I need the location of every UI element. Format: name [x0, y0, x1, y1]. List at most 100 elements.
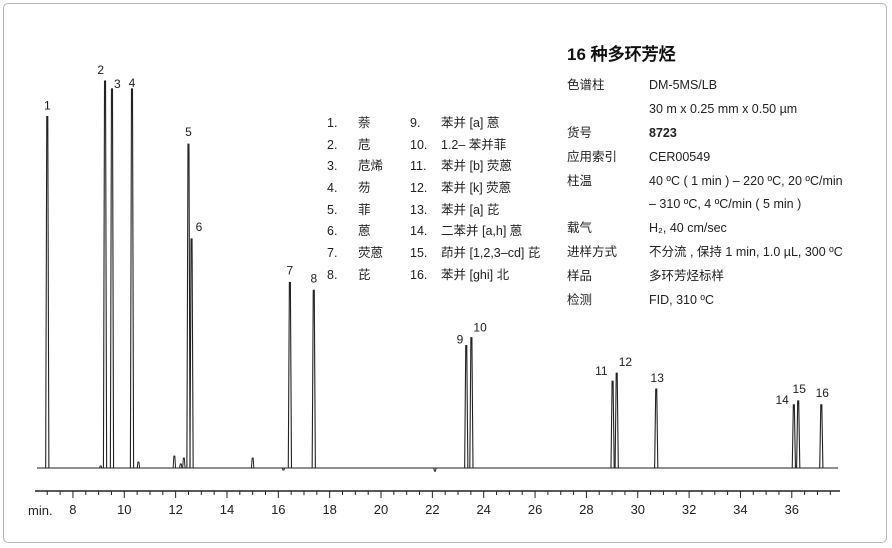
- compound-number: 9.: [410, 116, 421, 130]
- compound-number: 4.: [327, 181, 338, 196]
- tick-label: 24: [476, 502, 490, 517]
- minor-peak: [179, 463, 183, 469]
- peak-label-11: 11: [595, 364, 608, 378]
- info-label: 检测: [567, 293, 593, 308]
- info-value: 40 ºC ( 1 min ) – 220 ºC, 20 ºC/min: [649, 173, 843, 188]
- tick-label: 12: [168, 502, 182, 517]
- tick-label: 22: [425, 502, 439, 517]
- info-row: 柱温 40 ºC ( 1 min ) – 220 ºC, 20 ºC/min: [567, 170, 877, 194]
- method-info-panel: 16 种多环芳烃 色谱柱 DM-5MS/LB 30 m x 0.25 mm x 0.…: [567, 40, 877, 313]
- compound-row: 4. 芴 12. 苯并 [k] 荧蒽: [327, 178, 540, 200]
- compound-name: 蒽: [358, 224, 371, 239]
- info-row: 30 m x 0.25 mm x 0.50 µm: [567, 98, 877, 122]
- info-label: 应用索引: [567, 149, 618, 164]
- compound-name: 萘: [358, 116, 371, 130]
- info-row: – 310 ºC, 4 ºC/min ( 5 min ): [567, 193, 877, 217]
- compound-number: 2.: [327, 137, 338, 152]
- peak-12: [614, 372, 619, 469]
- minor-peak: [433, 467, 437, 472]
- compound-name: 苯并 [a] 蒽: [441, 116, 500, 130]
- minor-peak: [250, 457, 255, 469]
- chromatogram-signal: [37, 80, 838, 472]
- compound-name: 苊: [358, 137, 371, 152]
- compound-number: 15.: [410, 246, 428, 261]
- info-value: 8723: [649, 125, 677, 140]
- compound-number: 13.: [410, 202, 428, 217]
- tick-label: 28: [579, 502, 593, 517]
- peak-2: [102, 80, 108, 469]
- peak-label-4: 4: [129, 76, 136, 90]
- tick-label: 8: [69, 502, 76, 517]
- compound-number: 11.: [410, 159, 427, 174]
- compound-name: 二苯并 [a,h] 蒽: [441, 224, 523, 239]
- info-row: 进样方式 不分流 , 保持 1 min, 1.0 µL, 300 ºC: [567, 241, 877, 265]
- compound-row: 2. 苊 10. 1.2– 苯并菲: [327, 135, 540, 157]
- peak-label-1: 1: [44, 99, 51, 113]
- tick-label: 32: [682, 502, 696, 517]
- compound-number: 6.: [327, 224, 338, 239]
- tick-label: 26: [528, 502, 542, 517]
- peak-7: [287, 281, 293, 469]
- peak-label-6: 6: [196, 220, 203, 234]
- peak-15: [796, 400, 801, 469]
- info-label: 色谱柱: [567, 78, 605, 92]
- compound-legend: 1. 萘 9. 苯并 [a] 蒽 2. 苊 10. 1.2– 苯并菲 3. 苊烯 11. 苯并 [b]…: [327, 113, 540, 287]
- peak-8: [311, 289, 316, 469]
- compound-number: 10.: [410, 137, 428, 152]
- info-value: 多环芳烃标样: [649, 269, 725, 284]
- peak-label-14: 14: [775, 393, 789, 407]
- compound-name: 菲: [358, 202, 371, 217]
- compound-name: 荧蒽: [358, 246, 384, 261]
- tick-label: 10: [117, 502, 131, 517]
- peak-14: [791, 404, 796, 469]
- peak-label-9: 9: [457, 333, 464, 347]
- peak-label-8: 8: [310, 271, 317, 285]
- tick-label: 18: [322, 502, 336, 517]
- info-label: 柱温: [567, 173, 593, 188]
- compound-name: 苯并 [k] 荧蒽: [441, 181, 512, 196]
- tick-label: 30: [631, 502, 645, 517]
- compound-number: 5.: [327, 202, 338, 217]
- info-label: [567, 193, 649, 217]
- peak-11: [610, 380, 615, 469]
- peak-label-10: 10: [473, 321, 487, 335]
- compound-number: 3.: [327, 159, 338, 174]
- chart-title: 16 种多环芳烃: [567, 45, 676, 64]
- compound-number: 16.: [410, 267, 428, 282]
- info-label: 货号: [567, 125, 593, 140]
- compound-name: 苊烯: [358, 159, 384, 174]
- peak-5: [186, 143, 191, 469]
- compound-name: 1.2– 苯并菲: [441, 137, 507, 152]
- peak-label-15: 15: [793, 382, 807, 396]
- minor-peak: [172, 455, 177, 469]
- compound-number: 12.: [410, 181, 428, 196]
- minor-peak: [281, 467, 286, 471]
- info-row: 应用索引 CER00549: [567, 146, 877, 170]
- compound-number: 14.: [410, 224, 428, 239]
- tick-label: 14: [220, 502, 234, 517]
- info-label: 样品: [567, 269, 593, 284]
- peak-label-7: 7: [287, 263, 294, 277]
- peak-3: [109, 88, 115, 469]
- info-label: 载气: [567, 221, 593, 236]
- info-row: 样品 多环芳烃标样: [567, 265, 877, 289]
- peak-label-16: 16: [816, 386, 830, 400]
- minor-peak: [98, 465, 103, 469]
- info-value: CER00549: [649, 149, 711, 164]
- tick-label: 34: [733, 502, 747, 517]
- compound-row: 7. 荧蒽 15. 茚并 [1,2,3–cd] 芘: [327, 243, 540, 265]
- peak-label-13: 13: [651, 371, 665, 385]
- info-value: DM-5MS/LB: [649, 78, 718, 92]
- peak-label-3: 3: [114, 77, 121, 91]
- tick-label: 20: [374, 502, 388, 517]
- peak-label-2: 2: [97, 63, 104, 77]
- compound-name: 芴: [358, 181, 371, 196]
- compound-name: 芘: [358, 267, 371, 282]
- peak-label-12: 12: [619, 355, 633, 369]
- info-value: 不分流 , 保持 1 min, 1.0 µL, 300 ºC: [649, 245, 843, 260]
- info-value: H₂, 40 cm/sec: [649, 221, 727, 236]
- tick-label: 16: [271, 502, 285, 517]
- peak-label-5: 5: [185, 125, 192, 139]
- info-label: [567, 98, 649, 122]
